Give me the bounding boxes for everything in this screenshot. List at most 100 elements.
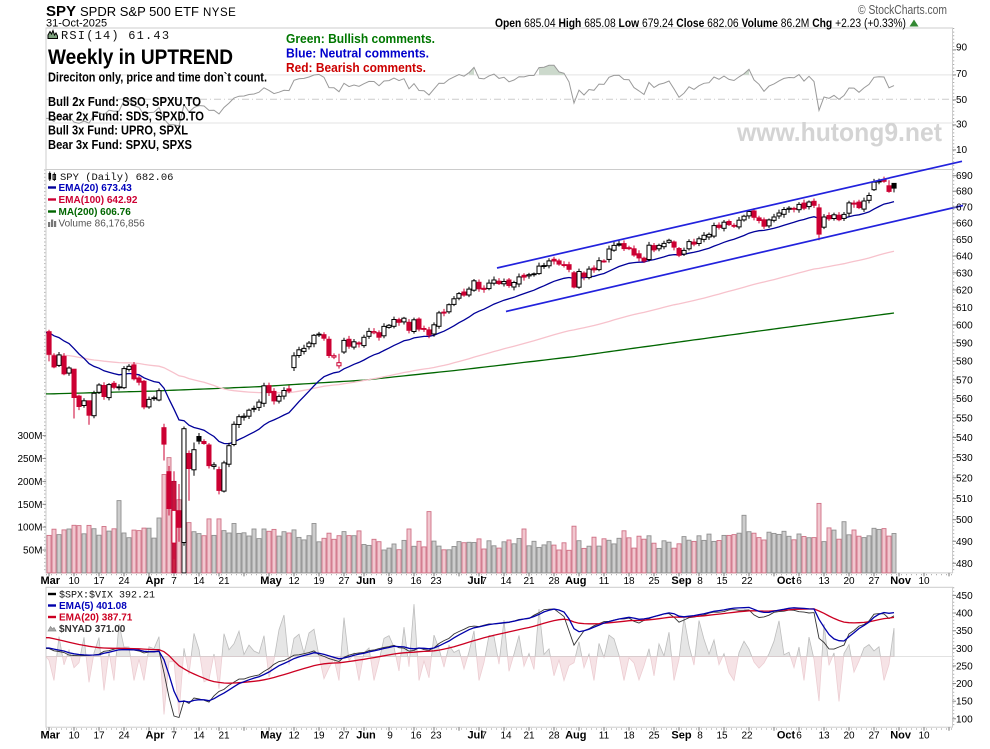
svg-text:22: 22	[741, 731, 753, 742]
svg-text:16: 16	[410, 576, 422, 587]
svg-text:Jul: Jul	[467, 730, 483, 742]
svg-text:18: 18	[623, 576, 635, 587]
svg-text:50: 50	[956, 95, 968, 106]
svg-text:Green: Bullish comments.: Green: Bullish comments.	[286, 32, 435, 46]
svg-text:SPY (Daily) 682.06: SPY (Daily) 682.06	[60, 172, 173, 184]
svg-text:21: 21	[523, 731, 535, 742]
svg-text:680: 680	[956, 187, 973, 198]
svg-text:23: 23	[430, 576, 442, 587]
svg-text:Bull 3x Fund: UPRO, SPXL: Bull 3x Fund: UPRO, SPXL	[48, 124, 188, 138]
svg-text:510: 510	[956, 494, 973, 505]
svg-text:540: 540	[956, 433, 973, 444]
svg-text:May: May	[260, 575, 282, 587]
svg-text:17: 17	[93, 576, 105, 587]
svg-text:25: 25	[648, 731, 660, 742]
svg-text:14: 14	[500, 576, 512, 587]
svg-text:560: 560	[956, 394, 973, 405]
svg-text:27: 27	[338, 576, 350, 587]
svg-text:Bull 2x Fund: SSO, SPXU.TO: Bull 2x Fund: SSO, SPXU.TO	[48, 95, 201, 109]
svg-text:7: 7	[171, 731, 177, 742]
svg-text:7: 7	[481, 576, 487, 587]
svg-text:28: 28	[548, 731, 560, 742]
svg-text:Bear 3x Fund: SPXU, SPXS: Bear 3x Fund: SPXU, SPXS	[48, 138, 192, 152]
svg-text:70: 70	[956, 69, 968, 80]
svg-text:11: 11	[599, 576, 610, 587]
svg-text:520: 520	[956, 473, 973, 484]
svg-text:Apr: Apr	[146, 730, 166, 742]
svg-text:© StockCharts.com: © StockCharts.com	[858, 3, 947, 17]
svg-text:90: 90	[956, 43, 968, 54]
svg-text:16: 16	[410, 731, 422, 742]
svg-text:10: 10	[956, 145, 968, 156]
svg-text:$SPX:$VIX 392.21: $SPX:$VIX 392.21	[59, 590, 155, 602]
svg-text:7: 7	[481, 731, 487, 742]
svg-text:600: 600	[956, 321, 973, 332]
svg-text:Oct: Oct	[777, 730, 796, 742]
svg-text:EMA(20) 673.43: EMA(20) 673.43	[59, 183, 133, 194]
svg-text:12: 12	[288, 731, 300, 742]
svg-text:580: 580	[956, 357, 973, 368]
svg-text:690: 690	[956, 171, 973, 182]
svg-text:8: 8	[697, 731, 703, 742]
svg-text:300: 300	[956, 644, 973, 655]
svg-text:10: 10	[918, 576, 930, 587]
svg-text:27: 27	[868, 576, 880, 587]
svg-text:Oct: Oct	[777, 575, 796, 587]
svg-text:SPY: SPY	[46, 3, 76, 20]
svg-text:Sep: Sep	[671, 575, 691, 587]
svg-text:100: 100	[956, 714, 973, 725]
svg-text:www.hutong9.net: www.hutong9.net	[736, 117, 942, 147]
svg-text:Direciton only, price and time: Direciton only, price and time don`t cou…	[48, 71, 267, 85]
svg-text:670: 670	[956, 203, 973, 214]
svg-text:18: 18	[623, 731, 635, 742]
svg-text:150M: 150M	[17, 500, 42, 511]
svg-text:EMA(100) 642.92: EMA(100) 642.92	[59, 195, 138, 206]
svg-text:490: 490	[956, 537, 973, 548]
svg-text:300M: 300M	[17, 431, 42, 442]
svg-text:8: 8	[697, 576, 703, 587]
svg-text:200: 200	[956, 679, 973, 690]
svg-text:Nov: Nov	[890, 730, 912, 742]
svg-text:15: 15	[716, 576, 728, 587]
svg-text:May: May	[260, 730, 282, 742]
svg-text:9: 9	[387, 731, 393, 742]
svg-text:50M: 50M	[23, 546, 42, 557]
svg-text:28: 28	[548, 576, 560, 587]
svg-text:150: 150	[956, 697, 973, 708]
svg-text:9: 9	[387, 576, 393, 587]
svg-text:Apr: Apr	[146, 575, 166, 587]
svg-text:21: 21	[218, 576, 230, 587]
svg-text:10: 10	[68, 731, 80, 742]
svg-text:27: 27	[868, 731, 880, 742]
svg-text:EMA(20) 387.71: EMA(20) 387.71	[59, 613, 133, 624]
svg-text:$NYAD 371.00: $NYAD 371.00	[59, 624, 126, 635]
svg-text:EMA(5) 401.08: EMA(5) 401.08	[59, 601, 127, 612]
svg-text:6: 6	[796, 576, 802, 587]
svg-text:6: 6	[796, 731, 802, 742]
svg-text:MA(200) 606.76: MA(200) 606.76	[59, 207, 132, 218]
svg-text:650: 650	[956, 235, 973, 246]
svg-text:640: 640	[956, 252, 973, 263]
svg-text:530: 530	[956, 453, 973, 464]
svg-text:Bear 2x Fund: SDS, SPXD.TO: Bear 2x Fund: SDS, SPXD.TO	[48, 109, 204, 123]
svg-text:RSI(14) 61.43: RSI(14) 61.43	[61, 29, 170, 43]
svg-text:500: 500	[956, 515, 973, 526]
svg-text:21: 21	[523, 576, 535, 587]
svg-text:24: 24	[118, 731, 130, 742]
svg-text:7: 7	[171, 576, 177, 587]
svg-text:630: 630	[956, 268, 973, 279]
svg-text:Jul: Jul	[467, 575, 483, 587]
svg-text:20: 20	[843, 731, 855, 742]
svg-text:11: 11	[599, 731, 610, 742]
svg-text:20: 20	[843, 576, 855, 587]
svg-text:Blue: Neutral comments.: Blue: Neutral comments.	[286, 47, 429, 61]
svg-text:610: 610	[956, 303, 973, 314]
svg-text:25: 25	[648, 576, 660, 587]
svg-text:Volume 86,176,856: Volume 86,176,856	[59, 219, 146, 230]
svg-text:250: 250	[956, 661, 973, 672]
svg-text:13: 13	[818, 576, 830, 587]
svg-text:Red: Bearish comments.: Red: Bearish comments.	[286, 61, 426, 75]
svg-text:Nov: Nov	[890, 575, 912, 587]
svg-text:400: 400	[956, 609, 973, 620]
svg-text:14: 14	[500, 731, 512, 742]
